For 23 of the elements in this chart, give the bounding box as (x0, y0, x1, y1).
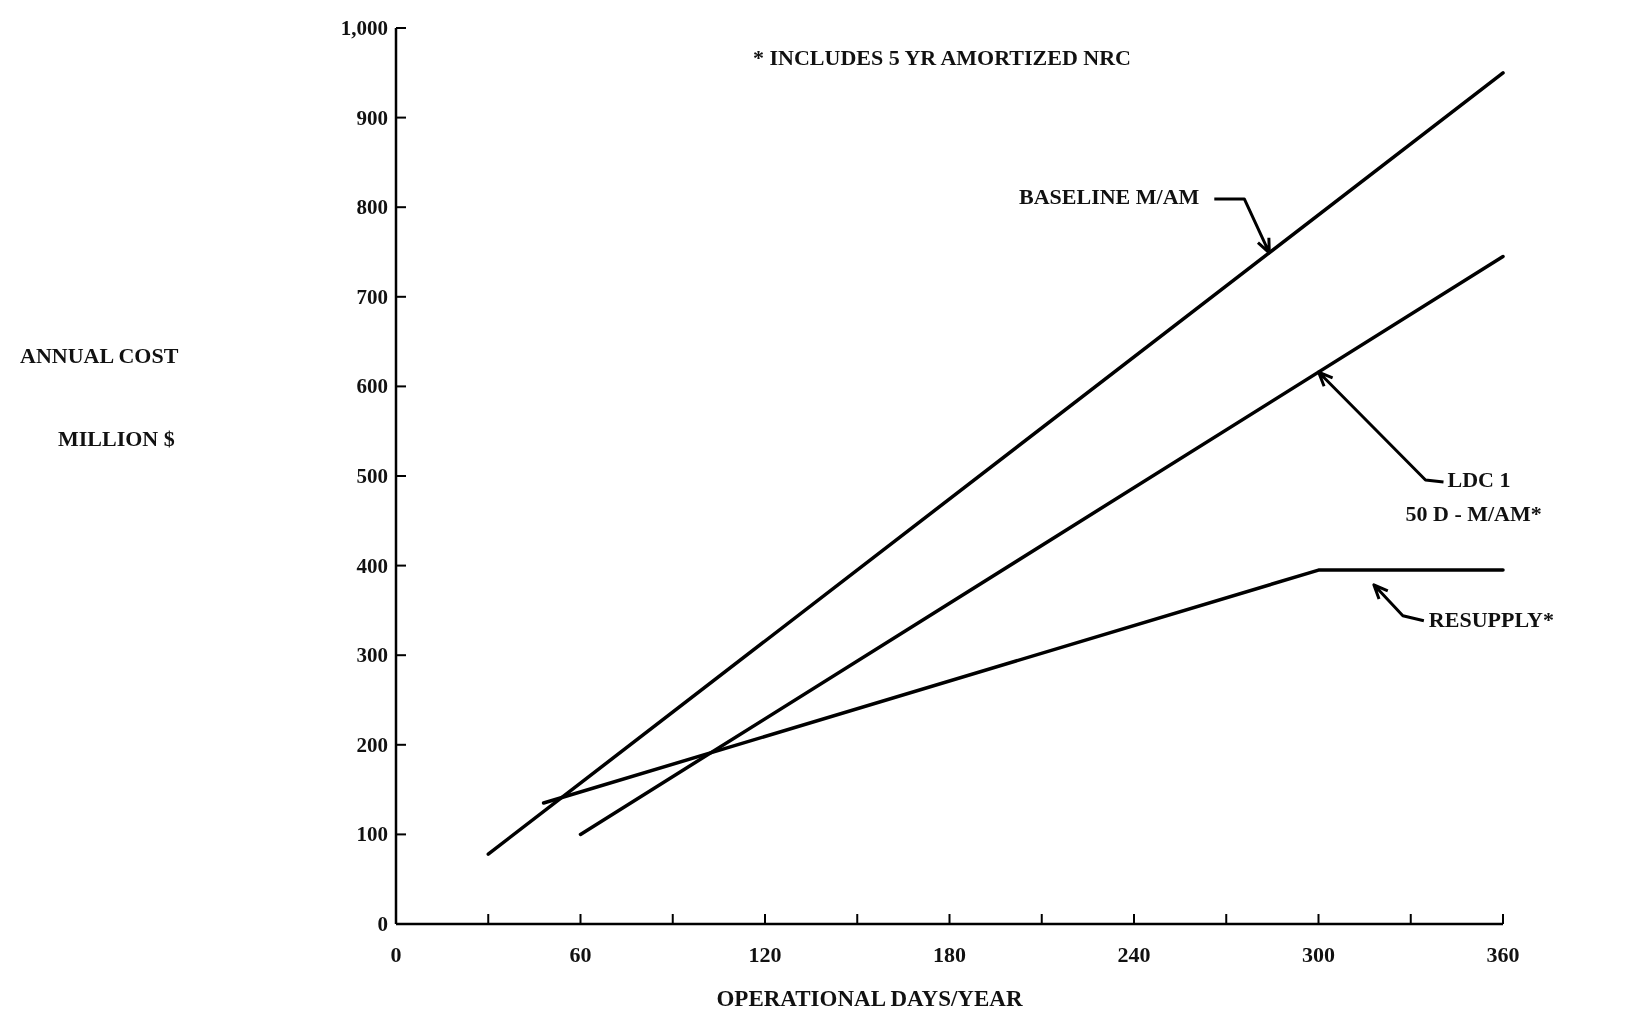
x-tick-label: 180 (933, 942, 966, 967)
y-tick-label: 200 (356, 732, 388, 757)
y-tick-label: 600 (356, 374, 388, 399)
y-tick-label: 500 (356, 464, 388, 488)
x-tick-label: 120 (748, 942, 782, 967)
annotation: BASELINE M/AM (1019, 183, 1200, 209)
y-tick-label: 1,000 (340, 16, 388, 40)
x-tick-label: 360 (1486, 942, 1520, 967)
annotation: LDC 1 50 D - M/AM* (1405, 467, 1542, 527)
y-tick-label: 800 (356, 195, 388, 220)
y-tick-label: 700 (356, 284, 388, 309)
x-tick-label: 240 (1117, 942, 1151, 967)
y-tick-label: 300 (356, 643, 388, 668)
x-axis-title: OPERATIONAL DAYS/YEAR (716, 986, 1023, 1011)
text: ANNUAL COST MILLION $ (20, 343, 179, 451)
y-tick-label: 100 (356, 822, 388, 847)
annotation: * INCLUDES 5 YR AMORTIZED NRC (753, 45, 1131, 70)
y-tick-label: 400 (356, 553, 388, 578)
annotation: RESUPPLY* (1428, 606, 1554, 632)
x-tick-label: 300 (1302, 942, 1335, 967)
x-tick-label: 60 (569, 942, 592, 967)
y-tick-label: 900 (356, 105, 388, 130)
y-tick-label: 0 (377, 912, 388, 936)
